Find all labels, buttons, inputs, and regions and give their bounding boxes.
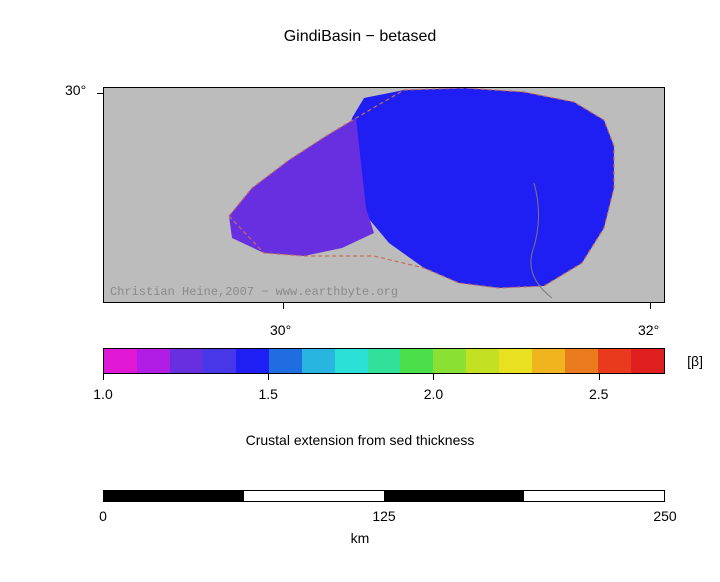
colorbar-segment: [598, 349, 631, 373]
colorbar-segment: [236, 349, 269, 373]
colorbar-tick-label: 2.5: [589, 386, 608, 402]
x-axis-tick-30: 30°: [270, 322, 291, 338]
colorbar-tick-label: 1.5: [258, 386, 277, 402]
colorbar-segment: [104, 349, 137, 373]
colorbar-unit-label: [β]: [687, 353, 703, 369]
colorbar-tick-mark: [103, 374, 104, 380]
scalebar-tick-label: 250: [653, 508, 676, 524]
x-axis-tick-32: 32°: [638, 322, 659, 338]
colorbar-segment: [203, 349, 236, 373]
colorbar-segment: [170, 349, 203, 373]
colorbar-segment: [400, 349, 433, 373]
scale-bar-unit: km: [0, 530, 720, 546]
basin-shape: [104, 88, 665, 303]
colorbar-tick-mark: [433, 374, 434, 380]
colorbar: [β]: [103, 348, 665, 374]
scalebar-segment: [104, 491, 244, 501]
colorbar-segment: [269, 349, 302, 373]
colorbar-tick-mark: [599, 374, 600, 380]
colorbar-segment: [302, 349, 335, 373]
scalebar-tick-label: 125: [372, 508, 395, 524]
colorbar-segment: [137, 349, 170, 373]
scalebar-segment: [384, 491, 524, 501]
x-tick-mark-32: [650, 303, 651, 309]
scalebar-segment: [524, 491, 664, 501]
colorbar-tick-label: 1.0: [93, 386, 112, 402]
y-axis-tick-30: 30°: [65, 82, 86, 98]
subtitle-text: Crustal extension from sed thickness: [0, 432, 720, 448]
colorbar-ticks: 1.01.52.02.5: [103, 374, 665, 394]
colorbar-strip: [103, 348, 665, 374]
colorbar-segment: [433, 349, 466, 373]
map-frame: Christian Heine,2007 − www.earthbyte.org: [103, 87, 665, 303]
colorbar-segment: [368, 349, 401, 373]
map-panel: Christian Heine,2007 − www.earthbyte.org: [103, 87, 665, 303]
colorbar-segment: [499, 349, 532, 373]
scalebar-tick-label: 0: [99, 508, 107, 524]
colorbar-segment: [466, 349, 499, 373]
chart-title: GindiBasin − betased: [0, 28, 720, 46]
x-tick-mark-30: [283, 303, 284, 309]
scale-bar: [103, 490, 665, 502]
colorbar-tick-mark: [268, 374, 269, 380]
colorbar-segment: [335, 349, 368, 373]
colorbar-segment: [565, 349, 598, 373]
colorbar-segment: [532, 349, 565, 373]
colorbar-tick-label: 2.0: [424, 386, 443, 402]
scalebar-segment: [244, 491, 384, 501]
colorbar-segment: [631, 349, 664, 373]
watermark-text: Christian Heine,2007 − www.earthbyte.org: [110, 285, 398, 299]
scale-bar-labels: 0125250: [103, 508, 665, 528]
